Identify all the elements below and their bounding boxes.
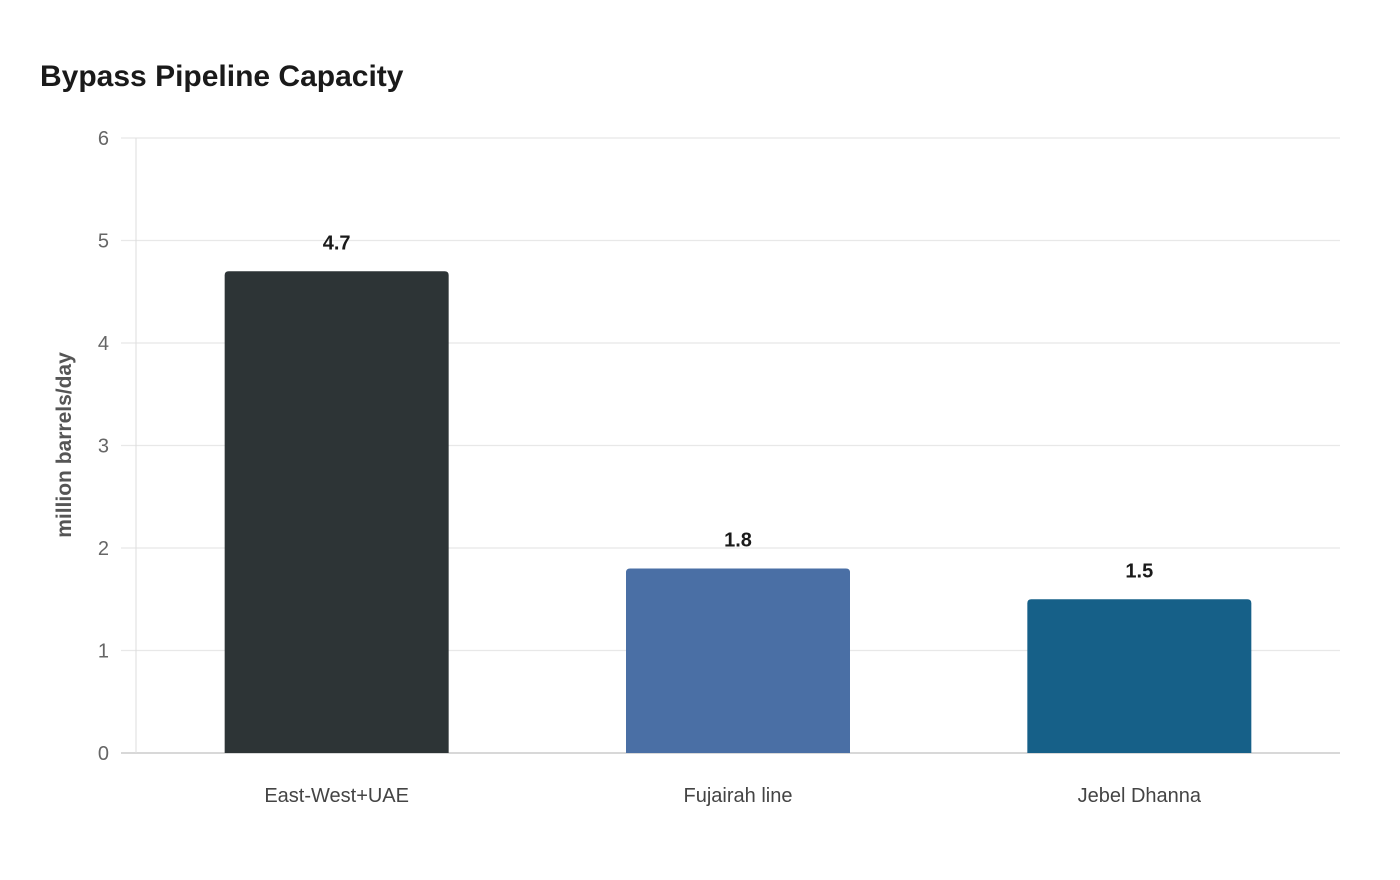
y-tick-label: 3 bbox=[98, 436, 109, 458]
y-tick-label: 0 bbox=[98, 743, 109, 765]
y-tick-label: 5 bbox=[98, 231, 109, 253]
x-tick-label: Fujairah line bbox=[684, 785, 793, 807]
y-tick-label: 1 bbox=[98, 641, 109, 663]
bar-fujairah-line bbox=[626, 568, 850, 753]
x-tick-label: Jebel Dhanna bbox=[1078, 785, 1202, 807]
chart-title: Bypass Pipeline Capacity bbox=[40, 60, 404, 93]
y-tick-label: 4 bbox=[98, 333, 109, 355]
y-tick-label: 2 bbox=[98, 538, 109, 560]
data-label: 4.7 bbox=[323, 232, 351, 254]
data-label: 1.5 bbox=[1125, 560, 1153, 582]
y-axis-label: million barrels/day bbox=[53, 352, 76, 538]
bar-jebel-dhanna bbox=[1027, 599, 1252, 753]
x-tick-label: East-West+UAE bbox=[264, 785, 409, 807]
bar-east-west-uae bbox=[224, 271, 449, 753]
y-tick-label: 6 bbox=[98, 128, 109, 150]
data-label: 1.8 bbox=[724, 530, 752, 552]
